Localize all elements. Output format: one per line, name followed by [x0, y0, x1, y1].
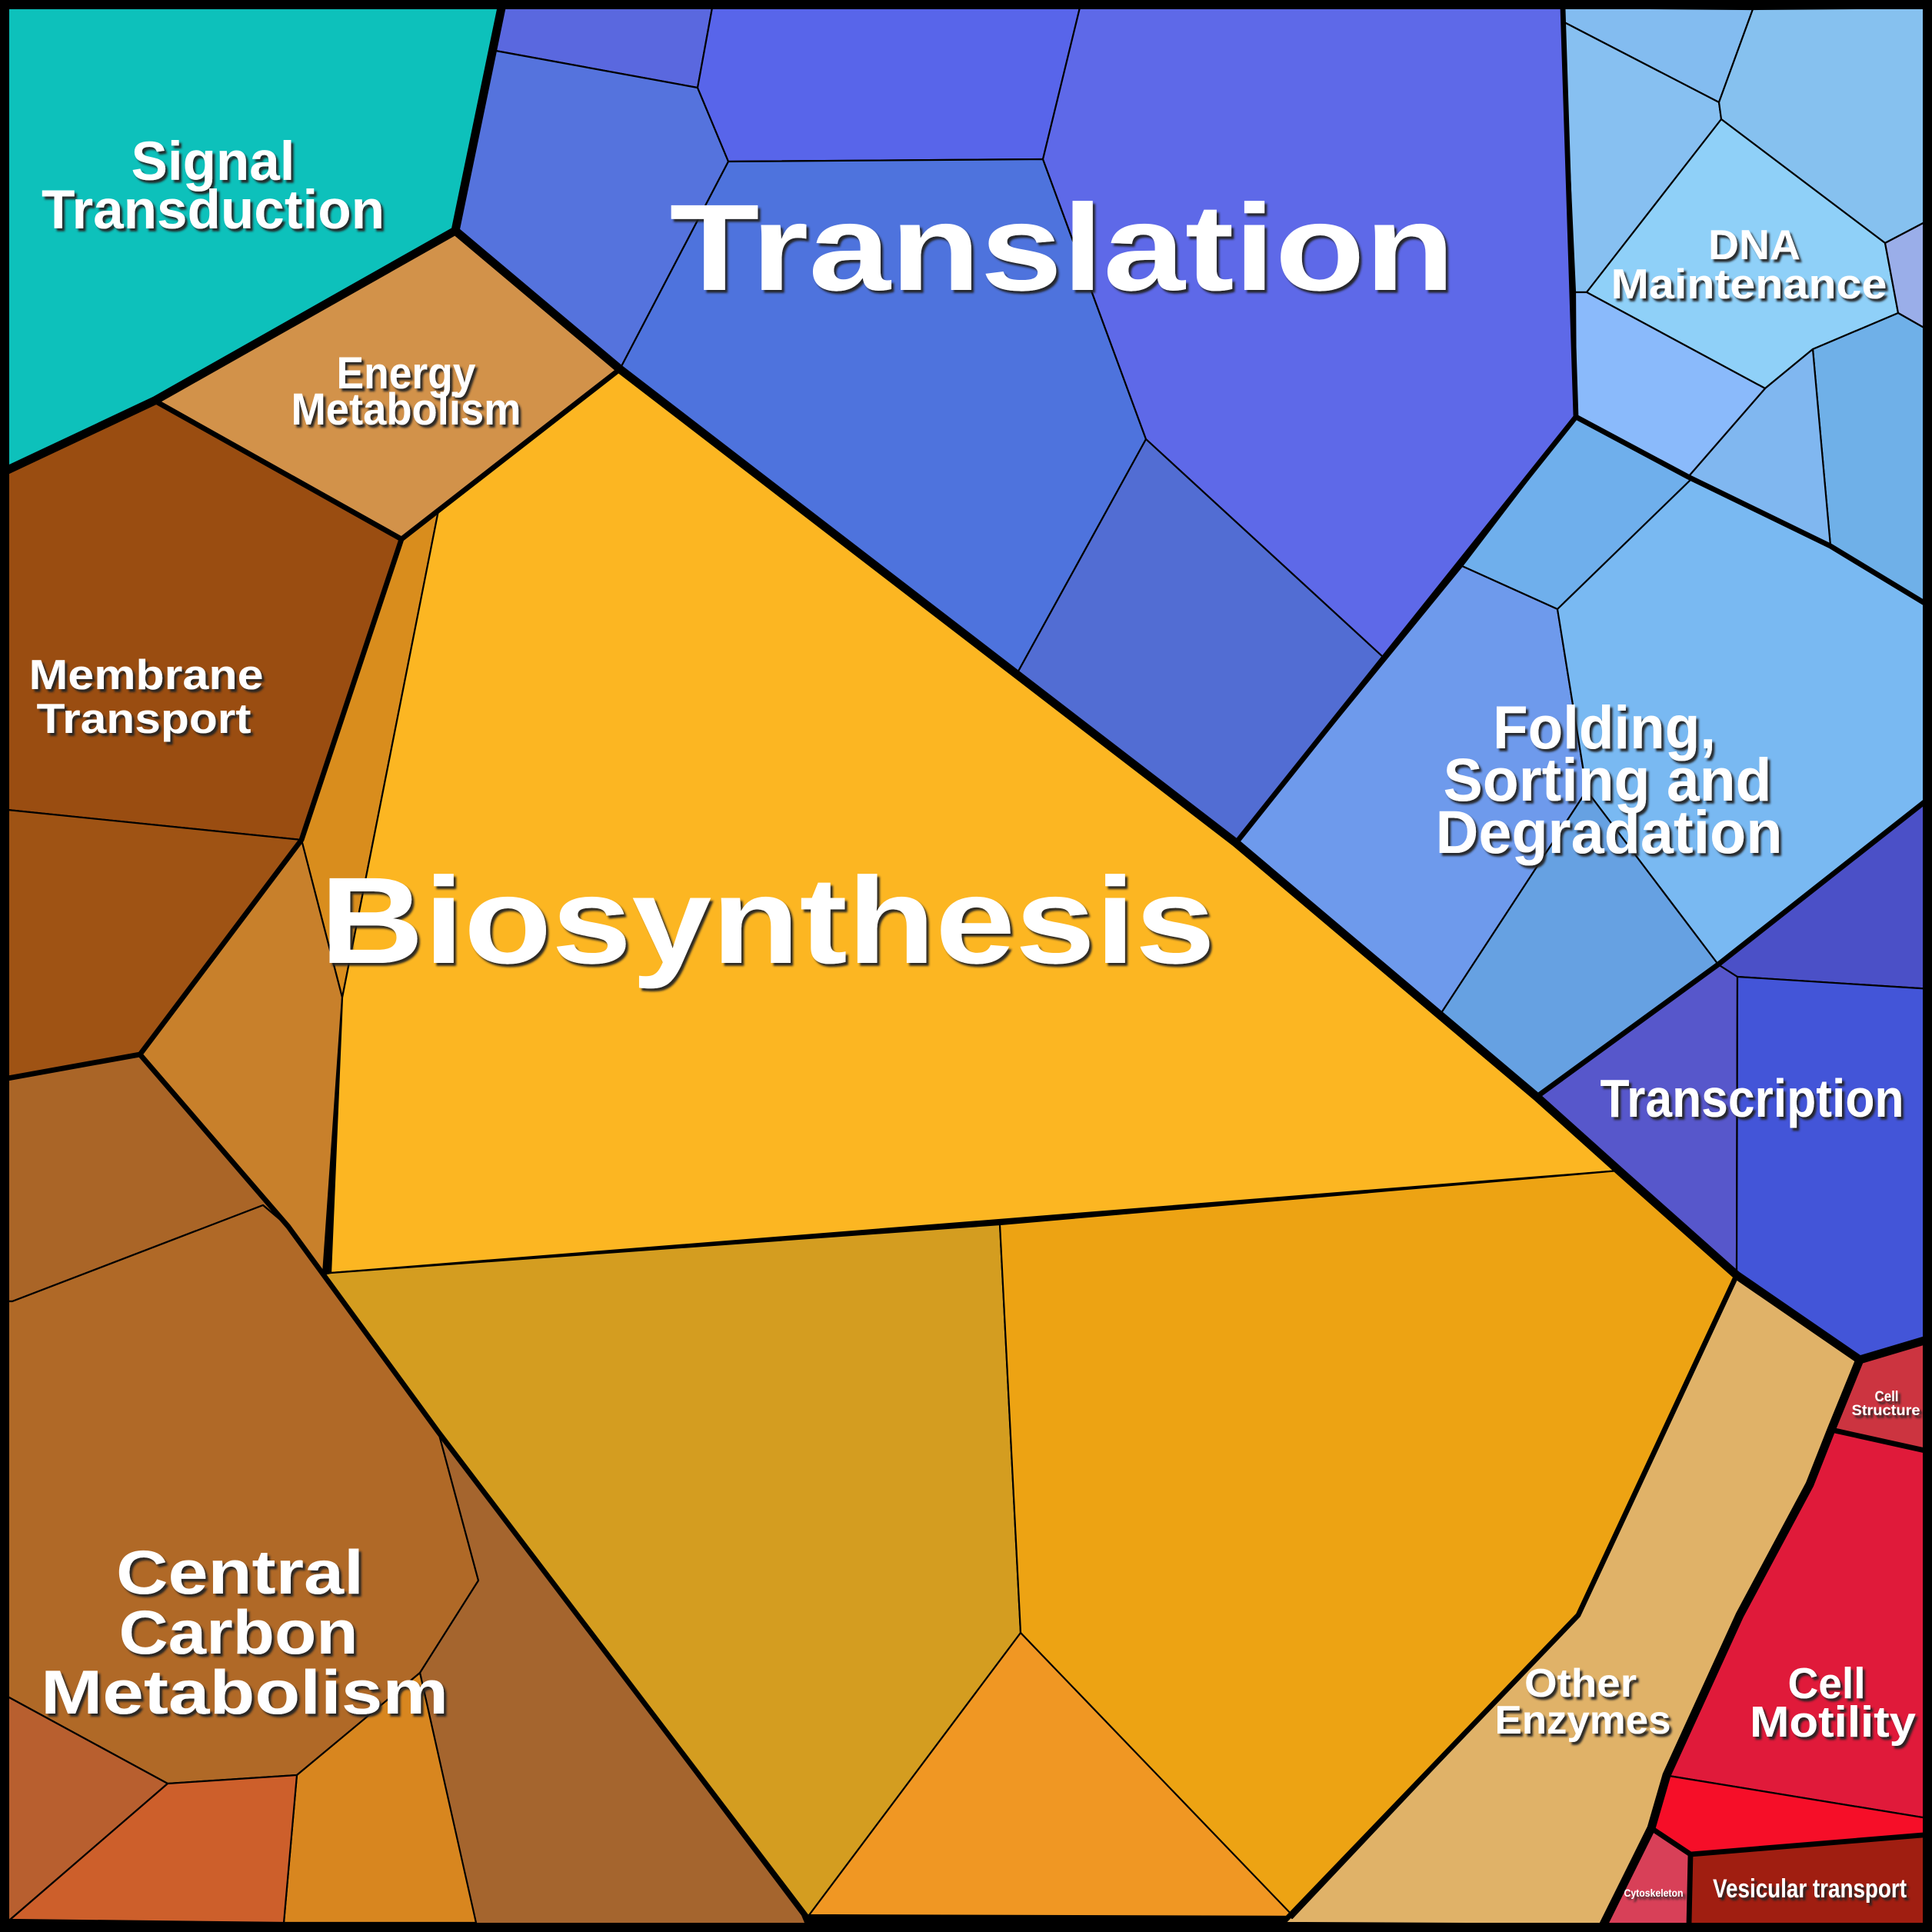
svg-text:Cell: Cell	[1788, 1659, 1866, 1708]
svg-text:Other: Other	[1524, 1661, 1637, 1706]
svg-text:Motility: Motility	[1750, 1697, 1916, 1747]
svg-text:Maintenance: Maintenance	[1611, 260, 1887, 308]
svg-text:Enzymes: Enzymes	[1495, 1698, 1671, 1743]
svg-text:Carbon: Carbon	[119, 1598, 358, 1667]
svg-text:Cytoskeleton: Cytoskeleton	[1624, 1887, 1684, 1899]
svg-text:Biosynthesis: Biosynthesis	[320, 851, 1215, 989]
svg-text:DNA: DNA	[1708, 221, 1800, 268]
svg-text:Membrane: Membrane	[29, 651, 264, 698]
svg-text:Sorting and: Sorting and	[1444, 745, 1772, 814]
svg-text:Energy: Energy	[337, 348, 476, 398]
svg-text:Transport: Transport	[37, 695, 251, 742]
svg-text:Degradation: Degradation	[1436, 798, 1783, 866]
svg-text:Vesicular transport: Vesicular transport	[1713, 1874, 1907, 1904]
svg-text:Signal: Signal	[132, 132, 295, 192]
svg-text:Transduction: Transduction	[42, 180, 385, 241]
svg-text:Structure: Structure	[1852, 1403, 1920, 1419]
svg-text:Cell: Cell	[1875, 1389, 1899, 1405]
svg-text:Transcription: Transcription	[1601, 1068, 1904, 1128]
svg-text:Metabolism: Metabolism	[41, 1658, 448, 1727]
svg-text:Translation: Translation	[670, 178, 1455, 316]
svg-text:Folding,: Folding,	[1493, 693, 1716, 761]
svg-text:Metabolism: Metabolism	[291, 385, 521, 435]
svg-text:Central: Central	[116, 1538, 364, 1607]
